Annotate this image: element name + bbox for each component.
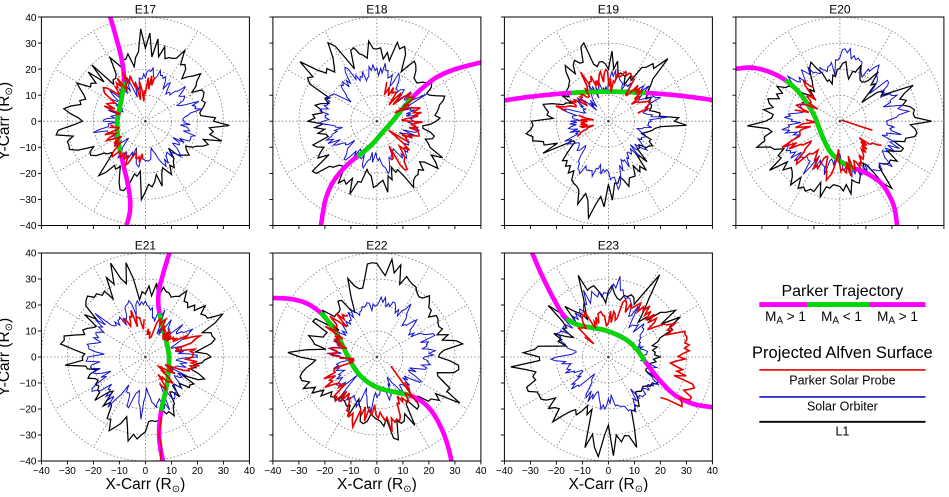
svg-text:E20: E20 bbox=[829, 3, 851, 17]
svg-text:40: 40 bbox=[707, 466, 719, 477]
svg-text:−10: −10 bbox=[574, 466, 591, 477]
svg-text:20: 20 bbox=[655, 466, 667, 477]
svg-text:L1: L1 bbox=[835, 425, 849, 439]
svg-text:E18: E18 bbox=[366, 3, 388, 17]
svg-text:E19: E19 bbox=[598, 3, 620, 17]
svg-text:−10: −10 bbox=[20, 379, 37, 390]
svg-text:E17: E17 bbox=[135, 3, 157, 17]
svg-text:Parker Solar Probe: Parker Solar Probe bbox=[789, 374, 895, 388]
svg-text:20: 20 bbox=[25, 65, 37, 76]
svg-text:X-Carr (R⊙): X-Carr (R⊙) bbox=[337, 476, 417, 492]
svg-text:Y-Carr (R⊙): Y-Carr (R⊙) bbox=[0, 82, 15, 160]
svg-text:MA > 1: MA > 1 bbox=[765, 309, 806, 327]
svg-text:40: 40 bbox=[244, 466, 256, 477]
svg-text:−20: −20 bbox=[548, 466, 565, 477]
svg-text:10: 10 bbox=[629, 466, 641, 477]
svg-text:E23: E23 bbox=[598, 239, 620, 253]
svg-text:30: 30 bbox=[449, 466, 461, 477]
svg-text:−20: −20 bbox=[20, 405, 37, 416]
svg-text:30: 30 bbox=[25, 275, 37, 286]
svg-text:−40: −40 bbox=[20, 457, 37, 468]
svg-text:−10: −10 bbox=[20, 143, 37, 154]
svg-text:−40: −40 bbox=[496, 466, 513, 477]
svg-text:−20: −20 bbox=[85, 466, 102, 477]
svg-text:−40: −40 bbox=[20, 221, 37, 232]
svg-text:0: 0 bbox=[606, 466, 612, 477]
svg-text:−30: −30 bbox=[20, 431, 37, 442]
svg-text:Y-Carr (R⊙): Y-Carr (R⊙) bbox=[0, 318, 15, 396]
svg-text:−40: −40 bbox=[264, 466, 281, 477]
svg-text:20: 20 bbox=[25, 301, 37, 312]
svg-text:−30: −30 bbox=[20, 195, 37, 206]
svg-text:20: 20 bbox=[423, 466, 435, 477]
svg-text:E22: E22 bbox=[366, 239, 388, 253]
svg-text:X-Carr (R⊙): X-Carr (R⊙) bbox=[568, 476, 648, 492]
svg-text:−40: −40 bbox=[33, 466, 50, 477]
svg-text:−30: −30 bbox=[522, 466, 539, 477]
svg-text:10: 10 bbox=[25, 91, 37, 102]
svg-text:Parker Trajectory: Parker Trajectory bbox=[781, 283, 903, 300]
svg-text:40: 40 bbox=[25, 249, 37, 260]
svg-text:E21: E21 bbox=[135, 239, 157, 253]
svg-text:30: 30 bbox=[25, 39, 37, 50]
svg-text:10: 10 bbox=[397, 466, 409, 477]
svg-text:−20: −20 bbox=[316, 466, 333, 477]
svg-text:−30: −30 bbox=[290, 466, 307, 477]
svg-text:−10: −10 bbox=[111, 466, 128, 477]
svg-text:Solar Orbiter: Solar Orbiter bbox=[807, 400, 878, 414]
svg-text:10: 10 bbox=[166, 466, 178, 477]
svg-text:−20: −20 bbox=[20, 169, 37, 180]
svg-text:Projected Alfven Surface: Projected Alfven Surface bbox=[752, 344, 933, 362]
svg-text:10: 10 bbox=[25, 327, 37, 338]
svg-text:MA < 1: MA < 1 bbox=[821, 309, 862, 327]
svg-text:X-Carr (R⊙): X-Carr (R⊙) bbox=[105, 476, 185, 492]
svg-text:40: 40 bbox=[475, 466, 487, 477]
svg-text:−30: −30 bbox=[59, 466, 76, 477]
svg-text:0: 0 bbox=[31, 117, 37, 128]
svg-text:30: 30 bbox=[218, 466, 230, 477]
svg-text:0: 0 bbox=[143, 466, 149, 477]
svg-text:20: 20 bbox=[192, 466, 204, 477]
svg-text:MA > 1: MA > 1 bbox=[877, 309, 918, 327]
svg-text:40: 40 bbox=[25, 13, 37, 24]
svg-text:−10: −10 bbox=[342, 466, 359, 477]
svg-text:30: 30 bbox=[681, 466, 693, 477]
svg-text:0: 0 bbox=[374, 466, 380, 477]
svg-text:0: 0 bbox=[31, 353, 37, 364]
